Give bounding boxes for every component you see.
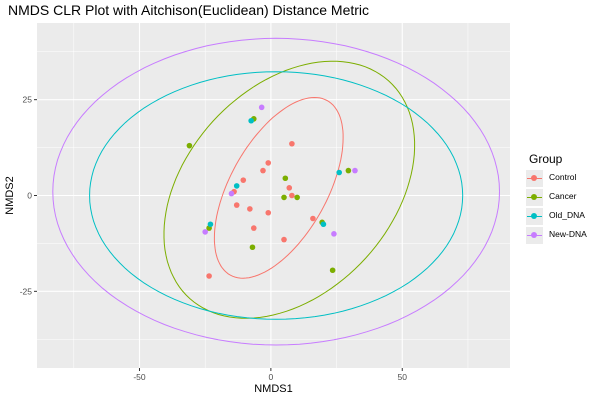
legend-item: Control (526, 170, 596, 189)
point-control (289, 192, 295, 199)
point-control (281, 236, 287, 243)
point-control (286, 185, 293, 191)
legend-label: New-DNA (549, 229, 587, 239)
point-cancer (186, 142, 193, 149)
y-tick-label: 0 (27, 191, 32, 201)
x-axis-label: NMDS1 (254, 383, 293, 395)
x-axis: -50 0 50 (133, 368, 407, 382)
point-control (289, 140, 295, 147)
legend-key-dot (531, 232, 537, 238)
ellipse-new-dna (52, 37, 500, 346)
chart-title: NMDS CLR Plot with Aitchison(Euclidean) … (8, 2, 370, 18)
point-old_dna (336, 169, 342, 176)
x-tick-label: -50 (133, 372, 146, 382)
legend-key (526, 227, 543, 244)
major-gridlines (37, 23, 510, 368)
confidence-ellipses (52, 37, 500, 346)
point-control (233, 202, 240, 208)
point-control (240, 177, 247, 183)
point-old_dna (248, 117, 254, 124)
point-cancer (282, 175, 289, 182)
point-new-dna (258, 104, 265, 111)
x-tick-label: 50 (398, 372, 408, 382)
point-control (206, 273, 212, 279)
legend-item: Old_DNA (526, 208, 596, 227)
y-axis: -25 0 25 (20, 95, 37, 296)
ellipse-control (213, 96, 344, 279)
point-control (250, 225, 257, 231)
legend-title: Group (529, 152, 563, 166)
point-control (265, 160, 272, 166)
point-old_dna (320, 221, 327, 228)
legend-label: Old_DNA (549, 210, 585, 220)
point-old_dna (233, 183, 240, 189)
y-tick-label: -25 (20, 286, 33, 296)
point-cancer (249, 244, 256, 251)
point-control (265, 209, 272, 216)
data-points (186, 104, 358, 279)
point-new-dna (202, 229, 208, 235)
legend-key (526, 189, 543, 206)
legend-label: Control (549, 172, 577, 182)
point-control (310, 215, 316, 222)
legend-key-dot (531, 175, 537, 181)
legend-key-dot (531, 194, 537, 200)
point-control (247, 206, 253, 212)
legend-item: Cancer (526, 189, 596, 208)
point-cancer (294, 194, 300, 201)
legend: Control Cancer Old_DNA New-DNA (526, 170, 596, 246)
ellipse-cancer (163, 60, 416, 319)
legend-key (526, 170, 543, 187)
point-old_dna (207, 221, 214, 228)
ellipse-old_dna (89, 71, 464, 320)
y-axis-label: NMDS2 (4, 176, 16, 215)
point-new-dna (228, 190, 235, 197)
point-new-dna (331, 231, 337, 237)
x-tick-label: 0 (269, 372, 274, 382)
legend-key-dot (531, 213, 537, 219)
point-cancer (281, 194, 287, 201)
legend-label: Cancer (549, 191, 577, 201)
point-cancer (329, 267, 336, 274)
point-new-dna (352, 167, 358, 174)
y-tick-label: 25 (23, 95, 33, 105)
legend-item: New-DNA (526, 227, 596, 246)
legend-key (526, 208, 543, 225)
point-control (260, 167, 266, 174)
point-cancer (345, 167, 352, 174)
